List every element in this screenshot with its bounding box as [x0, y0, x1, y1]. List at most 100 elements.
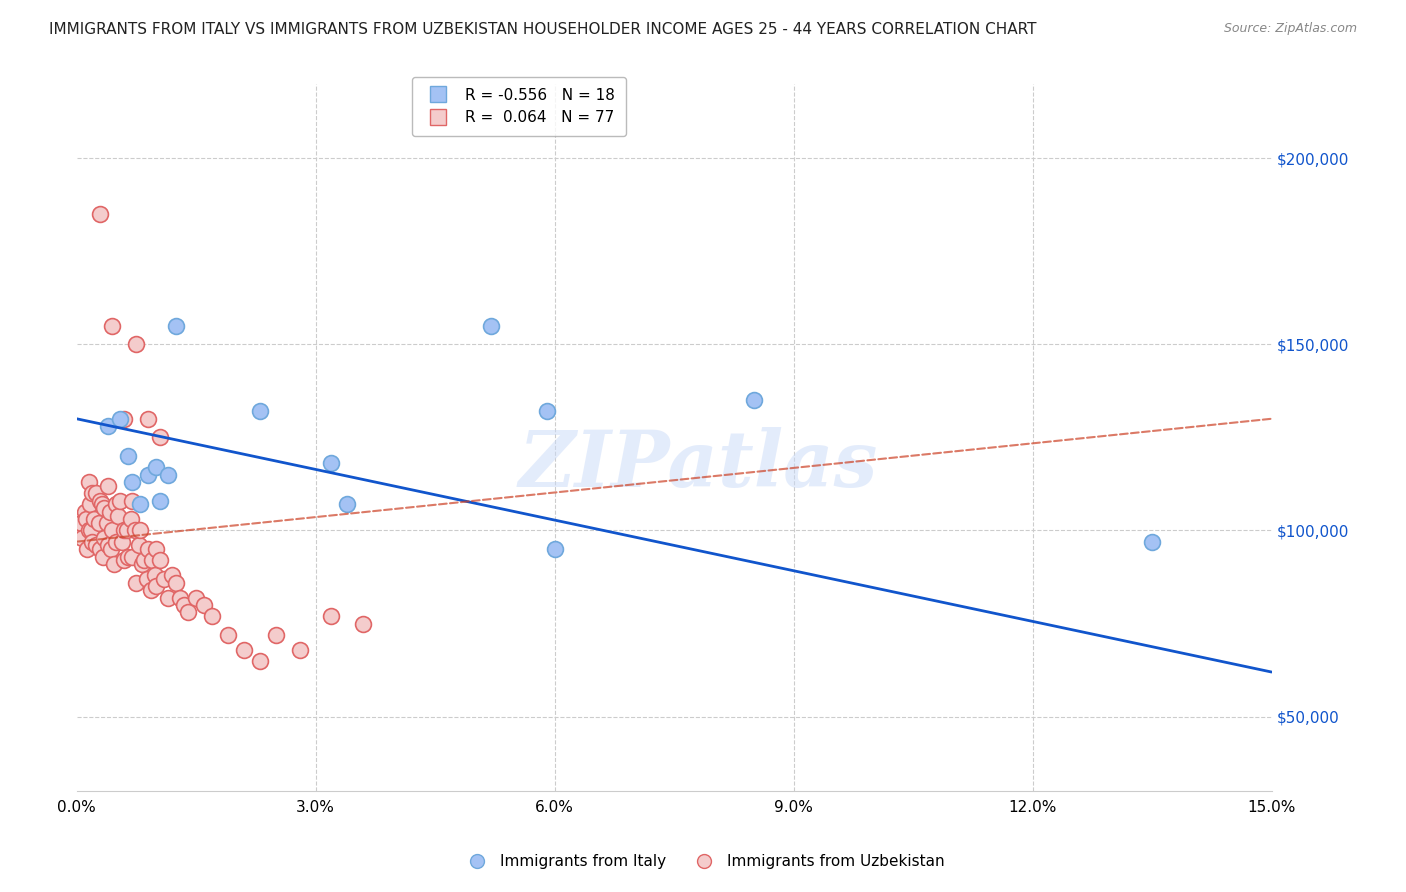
Point: [217, 628, 239, 642]
Point: [145, 542, 167, 557]
Point: [96, 516, 118, 530]
Point: [86, 486, 108, 500]
Point: [87, 516, 110, 530]
Point: [136, 542, 159, 557]
Legend: R = -0.556   N = 18, R =  0.064   N = 77: R = -0.556 N = 18, R = 0.064 N = 77: [412, 77, 626, 136]
Point: [82, 486, 104, 500]
Point: [117, 549, 139, 564]
Point: [75, 512, 97, 526]
Point: [336, 498, 359, 512]
Point: [128, 538, 150, 552]
Point: [115, 524, 138, 538]
Point: [321, 609, 343, 624]
Point: [352, 616, 374, 631]
Point: [93, 501, 115, 516]
Point: [101, 318, 124, 333]
Point: [149, 430, 172, 444]
Point: [149, 553, 172, 567]
Point: [91, 549, 114, 564]
Point: [124, 524, 146, 538]
Point: [136, 411, 159, 425]
Legend: Immigrants from Italy, Immigrants from Uzbekistan: Immigrants from Italy, Immigrants from U…: [456, 848, 950, 875]
Point: [103, 557, 125, 571]
Point: [70, 531, 93, 545]
Point: [77, 524, 100, 538]
Text: Source: ZipAtlas.com: Source: ZipAtlas.com: [1223, 22, 1357, 36]
Point: [125, 337, 148, 351]
Point: [100, 542, 122, 557]
Point: [112, 411, 135, 425]
Point: [117, 449, 139, 463]
Point: [135, 572, 157, 586]
Point: [79, 498, 101, 512]
Point: [232, 642, 254, 657]
Point: [153, 572, 176, 586]
Point: [97, 538, 120, 552]
Point: [264, 628, 287, 642]
Point: [149, 493, 172, 508]
Point: [157, 467, 180, 482]
Point: [80, 524, 103, 538]
Point: [129, 498, 152, 512]
Point: [143, 568, 166, 582]
Point: [288, 642, 311, 657]
Point: [479, 318, 502, 333]
Point: [165, 575, 187, 590]
Point: [160, 568, 183, 582]
Point: [76, 542, 98, 557]
Point: [129, 524, 152, 538]
Point: [145, 579, 167, 593]
Point: [165, 318, 187, 333]
Point: [131, 557, 153, 571]
Point: [112, 553, 135, 567]
Point: [184, 591, 207, 605]
Point: [742, 393, 765, 408]
Point: [125, 575, 148, 590]
Point: [177, 606, 200, 620]
Point: [105, 498, 128, 512]
Point: [134, 553, 156, 567]
Point: [139, 583, 162, 598]
Point: [1140, 534, 1163, 549]
Text: IMMIGRANTS FROM ITALY VS IMMIGRANTS FROM UZBEKISTAN HOUSEHOLDER INCOME AGES 25 -: IMMIGRANTS FROM ITALY VS IMMIGRANTS FROM…: [49, 22, 1036, 37]
Point: [157, 591, 180, 605]
Point: [89, 493, 111, 508]
Point: [249, 404, 271, 418]
Point: [110, 493, 132, 508]
Point: [120, 512, 142, 526]
Point: [107, 508, 129, 523]
Point: [69, 516, 91, 530]
Point: [536, 404, 558, 418]
Point: [77, 475, 100, 489]
Point: [89, 542, 111, 557]
Point: [112, 524, 135, 538]
Point: [98, 505, 121, 519]
Point: [73, 505, 96, 519]
Point: [173, 598, 195, 612]
Point: [83, 512, 105, 526]
Point: [97, 419, 120, 434]
Point: [111, 534, 134, 549]
Text: ZIPatlas: ZIPatlas: [519, 427, 877, 504]
Point: [121, 493, 143, 508]
Point: [93, 531, 115, 545]
Point: [121, 549, 143, 564]
Point: [82, 534, 104, 549]
Point: [101, 524, 124, 538]
Point: [91, 498, 114, 512]
Point: [201, 609, 224, 624]
Point: [169, 591, 191, 605]
Point: [543, 542, 565, 557]
Point: [141, 553, 163, 567]
Point: [110, 411, 132, 425]
Point: [105, 534, 128, 549]
Point: [321, 457, 343, 471]
Point: [121, 475, 143, 489]
Point: [249, 654, 271, 668]
Point: [136, 467, 159, 482]
Point: [145, 460, 167, 475]
Point: [89, 207, 111, 221]
Point: [86, 538, 108, 552]
Point: [193, 598, 215, 612]
Point: [97, 479, 120, 493]
